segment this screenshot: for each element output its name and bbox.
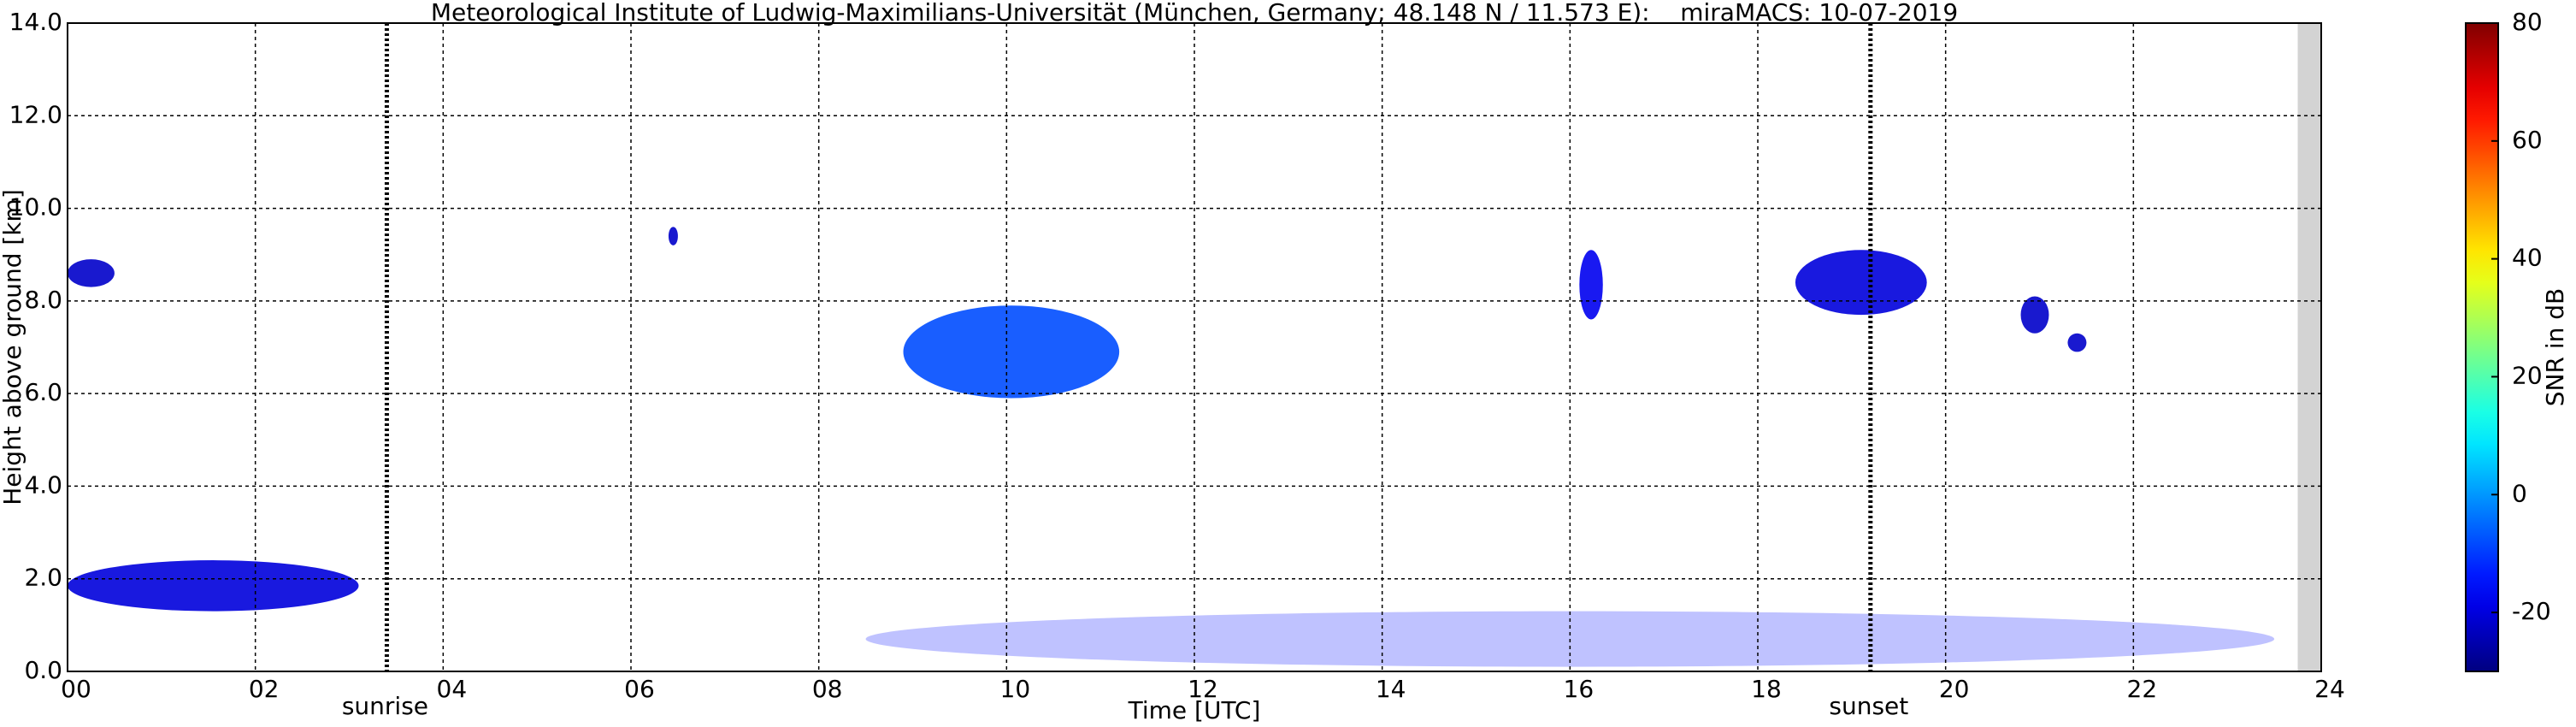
y-tick-label: 2.0 [24, 564, 62, 592]
x-tick-label: 02 [249, 675, 280, 703]
y-tick-label: 0.0 [24, 656, 62, 684]
x-tick-label: 06 [624, 675, 655, 703]
chart-title: Meteorological Institute of Ludwig-Maxim… [431, 0, 1958, 27]
x-tick-label: 20 [1939, 675, 1970, 703]
x-tick-label: 10 [1000, 675, 1031, 703]
y-tick-label: 6.0 [24, 378, 62, 406]
colorbar-tick-label: 80 [2512, 8, 2543, 36]
echo [668, 227, 678, 245]
colorbar-label: SNR in dB [2541, 288, 2569, 406]
echo [903, 305, 1120, 399]
echo [68, 560, 359, 612]
sun-marker-label: sunset [1829, 692, 1908, 720]
x-tick-label: 08 [812, 675, 843, 703]
y-tick-label: 4.0 [24, 470, 62, 499]
y-tick-label: 14.0 [9, 8, 62, 36]
y-tick-label: 10.0 [9, 193, 62, 222]
x-tick-label: 18 [1751, 675, 1782, 703]
echo [2067, 333, 2087, 352]
x-tick-label: 14 [1376, 675, 1406, 703]
colorbar-tick-label: 40 [2512, 244, 2543, 272]
echo [2020, 296, 2049, 334]
y-tick-label: 12.0 [9, 100, 62, 128]
y-tick-label: 8.0 [24, 286, 62, 314]
echo [1795, 250, 1927, 316]
echo [68, 259, 115, 287]
colorbar [2465, 22, 2499, 672]
x-tick-label: 04 [437, 675, 468, 703]
x-axis-label: Time [UTC] [1128, 696, 1261, 724]
x-tick-label: 16 [1564, 675, 1595, 703]
colorbar-tick-label: -20 [2512, 597, 2551, 625]
plot-frame [67, 22, 2322, 672]
sun-marker-label: sunrise [342, 692, 428, 720]
x-tick-label: 12 [1188, 675, 1218, 703]
y-axis-label: Height above ground [km] [0, 189, 27, 505]
echo [1579, 250, 1603, 320]
colorbar-tick-label: 20 [2512, 361, 2543, 389]
x-tick-label: 22 [2127, 675, 2158, 703]
x-tick-label: 00 [61, 675, 91, 703]
colorbar-tick-label: 60 [2512, 126, 2543, 154]
colorbar-tick-label: 0 [2512, 479, 2527, 507]
no-data-band [2297, 23, 2321, 671]
x-tick-label: 24 [2314, 675, 2345, 703]
